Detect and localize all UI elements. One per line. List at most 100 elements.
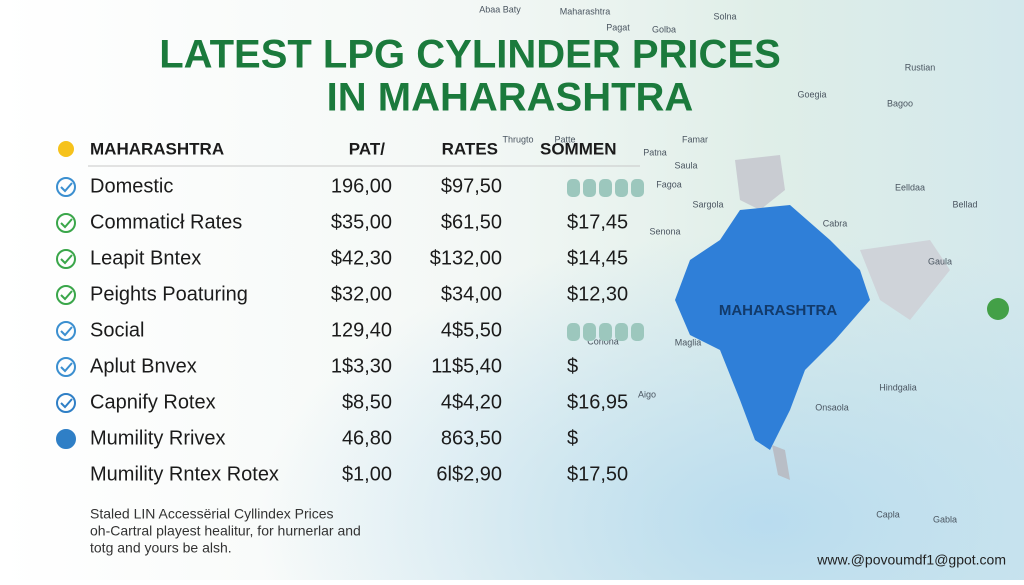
- cell: $: [567, 427, 578, 449]
- cell: $12,30: [567, 283, 628, 305]
- cell: Peights Poaturing: [90, 283, 248, 305]
- cell: Social: [90, 319, 144, 341]
- row-icon: [56, 177, 76, 197]
- map-label: Saula: [674, 160, 697, 170]
- cell: $35,00: [331, 211, 392, 233]
- website: www.@povoumdf1@gpot.com: [816, 552, 1006, 568]
- row-check: [60, 290, 73, 301]
- cell: $16,95: [567, 391, 628, 413]
- map-label: Pagat: [606, 22, 630, 32]
- map-label: Maharashtra: [560, 6, 611, 16]
- map-label: Patna: [643, 147, 667, 157]
- cell: $42,30: [331, 247, 392, 269]
- cell: $14,45: [567, 247, 628, 269]
- cell: 4$5,50: [441, 319, 502, 341]
- map-label: Onsaola: [815, 402, 849, 412]
- map-label: Fagoa: [656, 179, 682, 189]
- cell: $97,50: [441, 175, 502, 197]
- map-label: Corlona: [587, 336, 619, 346]
- column-header: RATES: [442, 139, 498, 158]
- people-icon: [567, 179, 580, 197]
- row-check: [60, 398, 73, 409]
- cell: $8,50: [342, 391, 392, 413]
- map-label: Gaula: [928, 256, 952, 266]
- people-icon: [599, 179, 612, 197]
- cell: 196,00: [331, 175, 392, 197]
- row-icon: [56, 213, 76, 233]
- map-region-north: [735, 155, 785, 210]
- row-icon: [56, 321, 76, 341]
- people-icon: [615, 179, 628, 197]
- people-icon: [599, 323, 612, 341]
- map-label: Maglia: [675, 337, 702, 347]
- map-label: Goegia: [797, 89, 826, 99]
- map-label: Abaa Baty: [479, 4, 521, 14]
- cell: 4$4,20: [441, 391, 502, 413]
- cell: Domestic: [90, 175, 173, 197]
- people-icon: [615, 323, 628, 341]
- cell: 1$3,30: [331, 355, 392, 377]
- map-label: Patte: [554, 134, 575, 144]
- cell: Aplut Bnvex: [90, 355, 197, 377]
- map-region-label: MAHARASHTRA: [719, 302, 837, 319]
- cell: $17,50: [567, 463, 628, 485]
- map-region-east: [860, 240, 950, 320]
- title-line: LATEST LPG CYLINDER PRICES: [159, 33, 781, 77]
- cell: Capnify Rotex: [90, 391, 216, 413]
- row-check: [60, 326, 73, 337]
- row-icon: [56, 249, 76, 269]
- map-india: [675, 205, 870, 450]
- row-check: [60, 182, 73, 193]
- cell: 6l$2,90: [436, 463, 502, 485]
- column-header: MAHARASHTRA: [90, 139, 224, 158]
- cell: $17,45: [567, 211, 628, 233]
- cell: Mumility Rrivex: [90, 427, 226, 449]
- footnote: oh-Cartral playest healitur, for hurnerl…: [90, 523, 361, 539]
- map-label: Bagoo: [887, 98, 913, 108]
- map-label: Aigo: [638, 389, 656, 399]
- row-icon: [56, 393, 76, 413]
- cell: Commaticł Rates: [90, 211, 242, 233]
- row-icon: [56, 285, 76, 305]
- map-label: Senona: [649, 226, 680, 236]
- cell: $132,00: [430, 247, 502, 269]
- map-label: Famar: [682, 134, 708, 144]
- column-header: SOMMEN: [540, 139, 617, 158]
- map-label: Gabla: [933, 514, 957, 524]
- cell: $1,00: [342, 463, 392, 485]
- footnote: Staled LIN Accessërial Cyllindex Prices: [90, 506, 334, 522]
- people-icon: [631, 323, 644, 341]
- cell: $: [567, 355, 578, 377]
- map-label: Solna: [713, 11, 736, 21]
- cell: 11$5,40: [431, 355, 502, 377]
- map-label: Thrugto: [502, 134, 533, 144]
- row-icon: [56, 429, 76, 449]
- title-line: IN MAHARASHTRA: [327, 76, 694, 120]
- row-icon: [56, 357, 76, 377]
- map-marker: [987, 298, 1009, 320]
- row-check: [60, 362, 73, 373]
- map-label: Golba: [652, 24, 676, 34]
- map-label: Sargola: [692, 199, 723, 209]
- cell: $32,00: [331, 283, 392, 305]
- row-check: [60, 254, 73, 265]
- cell: Mumility Rntex Rotex: [90, 463, 279, 485]
- cell: 863,50: [441, 427, 502, 449]
- row-check: [60, 218, 73, 229]
- people-icon: [631, 179, 644, 197]
- cell: 129,40: [331, 319, 392, 341]
- cell: 46,80: [342, 427, 392, 449]
- map-label: Rustian: [905, 62, 936, 72]
- column-header: PAT/: [349, 139, 385, 158]
- cell: Leapit Bntex: [90, 247, 201, 269]
- map-label: Capla: [876, 509, 900, 519]
- bulb-icon: [58, 141, 74, 157]
- map-label: Hindgalia: [879, 382, 917, 392]
- map-label: Bellad: [952, 199, 977, 209]
- map-label: Eelldaa: [895, 182, 925, 192]
- cell: $34,00: [441, 283, 502, 305]
- people-icon: [583, 323, 596, 341]
- people-icon: [583, 179, 596, 197]
- people-icon: [567, 323, 580, 341]
